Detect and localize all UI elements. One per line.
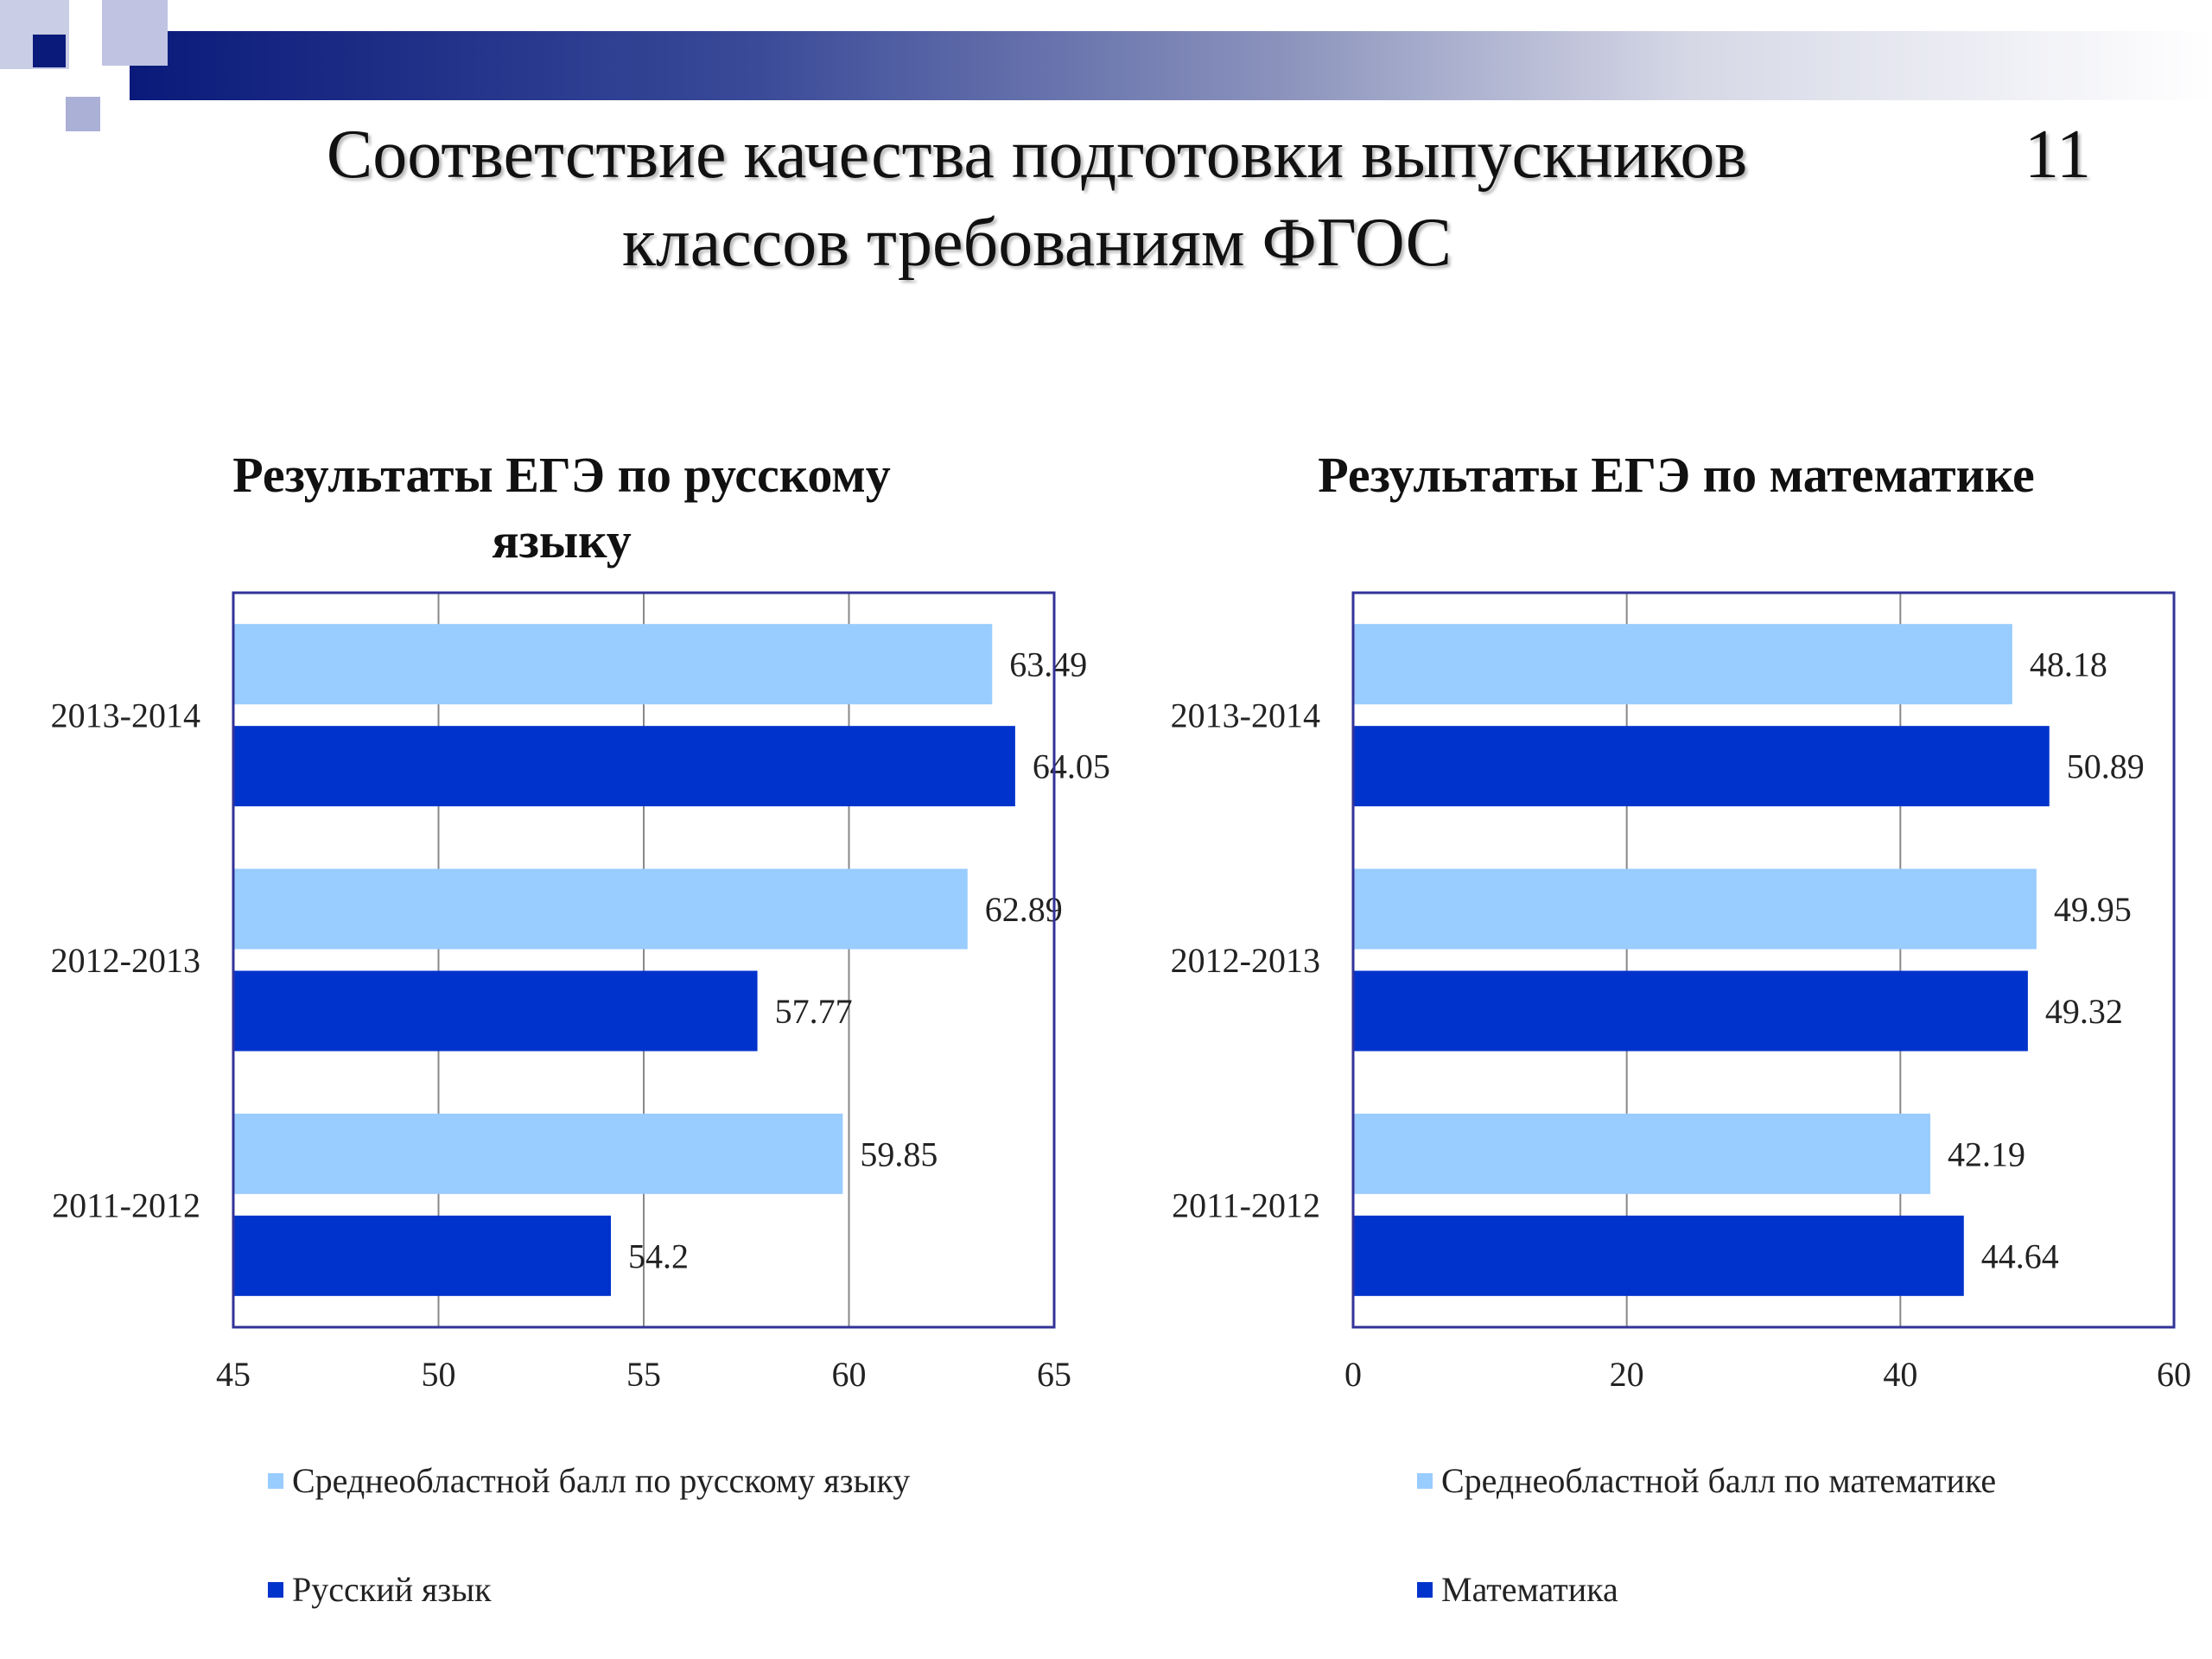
bar-math-series-0 — [1353, 868, 2037, 950]
bar-math-series-0 — [1353, 1113, 1931, 1194]
plot-area-border-russian — [232, 591, 1056, 1329]
legend-item-russian-school: Русский язык — [268, 1569, 492, 1610]
data-label-math: 44.64 — [1981, 1236, 2059, 1275]
data-label-math: 49.95 — [2054, 890, 2132, 929]
bar-russian-series-0 — [233, 624, 993, 705]
legend-russian: Среднеобластной балл по русскому языку Р… — [268, 1460, 1046, 1633]
legend-item-russian-regional: Среднеобластной балл по русскому языку — [268, 1460, 910, 1501]
x-tick-label-math: 20 — [1610, 1355, 1644, 1394]
decor-square-dark — [33, 35, 66, 67]
bar-russian-series-1 — [233, 970, 758, 1052]
data-label-russian: 57.77 — [775, 992, 853, 1031]
bar-math-series-0 — [1353, 624, 2012, 705]
x-tick-label-russian: 60 — [832, 1355, 867, 1394]
data-label-math: 50.89 — [2067, 747, 2145, 786]
category-label-russian: 2011-2012 — [52, 1185, 200, 1224]
x-tick-label-math: 0 — [1344, 1355, 1362, 1394]
data-label-russian: 63.49 — [1009, 645, 1087, 684]
chart-title-russian: Результаты ЕГЭ по русскому языку — [112, 442, 1011, 574]
bar-russian-series-1 — [233, 1215, 611, 1296]
plot-area-border-math — [1351, 591, 2176, 1329]
chart-title-russian-line-2: языку — [492, 512, 632, 569]
bar-math-series-1 — [1353, 1215, 1964, 1296]
legend-math: Среднеобластной балл по математике Матем… — [1417, 1460, 2195, 1633]
legend-swatch-dark-blue — [268, 1581, 283, 1598]
bar-russian-series-0 — [233, 868, 968, 950]
legend-item-math-school: Математика — [1417, 1569, 1618, 1610]
legend-label-russian-regional: Среднеобластной балл по русскому языку — [292, 1461, 911, 1500]
data-label-math: 49.32 — [2045, 992, 2123, 1031]
x-tick-label-russian: 50 — [422, 1355, 456, 1394]
x-tick-label-russian: 55 — [626, 1355, 661, 1394]
data-label-russian: 59.85 — [860, 1135, 938, 1173]
legend-swatch-light-blue — [268, 1472, 283, 1489]
category-label-math: 2011-2012 — [1172, 1185, 1320, 1224]
legend-label-math-school: Математика — [1441, 1570, 1618, 1609]
slide-number: 11 — [2024, 117, 2091, 193]
legend-label-math-regional: Среднеобластной балл по математике — [1441, 1461, 1997, 1500]
bar-russian-series-1 — [233, 726, 1015, 807]
slide-title-line-1: Соответствие качества подготовки выпускн… — [326, 117, 1748, 193]
category-label-math: 2013-2014 — [1171, 696, 1320, 735]
decor-square-light-3 — [66, 97, 100, 131]
x-tick-label-russian: 65 — [1037, 1355, 1071, 1394]
slide-title-line-2: классов требованиям ФГОС — [621, 205, 1452, 281]
chart-title-math-line-1: Результаты ЕГЭ по математике — [1318, 447, 2035, 503]
legend-item-math-regional: Среднеобластной балл по математике — [1417, 1460, 1996, 1501]
bar-russian-series-0 — [233, 1113, 843, 1194]
bar-math-series-1 — [1353, 726, 2050, 807]
x-tick-label-math: 60 — [2157, 1355, 2191, 1394]
data-label-math: 48.18 — [2030, 645, 2107, 684]
x-tick-label-russian: 45 — [216, 1355, 251, 1394]
legend-swatch-dark-blue — [1417, 1581, 1433, 1598]
chart-title-russian-line-1: Результаты ЕГЭ по русскому — [232, 447, 891, 503]
category-label-russian: 2013-2014 — [51, 696, 200, 735]
x-tick-label-math: 40 — [1883, 1355, 1917, 1394]
legend-swatch-light-blue — [1417, 1472, 1433, 1489]
slide-title: Соответствие качества подготовки выпускн… — [173, 111, 1901, 287]
category-label-russian: 2012-2013 — [51, 941, 200, 980]
header-gradient-bar — [130, 31, 2212, 100]
legend-label-russian-school: Русский язык — [292, 1570, 492, 1609]
bar-math-series-1 — [1353, 970, 2028, 1052]
data-label-math: 42.19 — [1948, 1135, 2025, 1173]
data-label-russian: 62.89 — [985, 890, 1063, 929]
chart-title-math: Результаты ЕГЭ по математике — [1210, 442, 2143, 508]
data-label-russian: 54.2 — [628, 1236, 689, 1275]
category-label-math: 2012-2013 — [1171, 941, 1320, 980]
data-label-russian: 64.05 — [1033, 747, 1110, 786]
decor-square-light-2 — [102, 0, 168, 66]
